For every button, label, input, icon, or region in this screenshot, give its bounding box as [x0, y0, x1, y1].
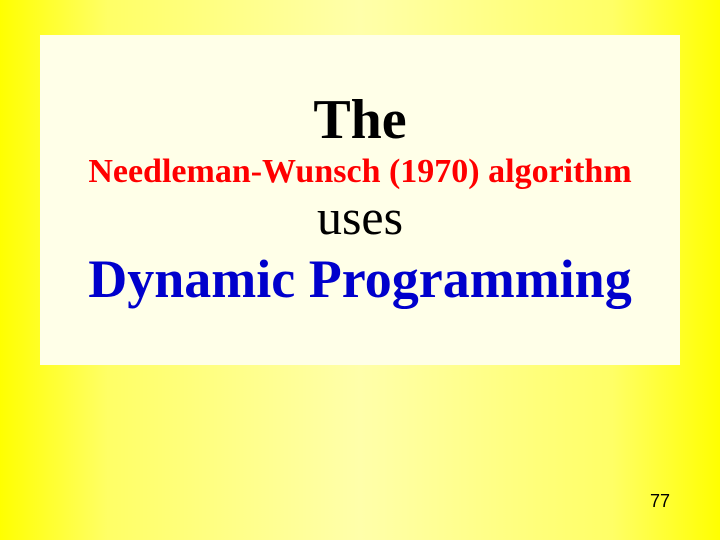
text-line-algorithm: Needleman-Wunsch (1970) algorithm	[88, 152, 631, 191]
text-line-dynamic-programming: Dynamic Programming	[88, 250, 631, 309]
text-line-the: The	[313, 91, 406, 150]
page-number: 77	[650, 491, 670, 512]
slide-content-box: The Needleman-Wunsch (1970) algorithm us…	[40, 35, 680, 365]
text-line-uses: uses	[317, 191, 403, 244]
